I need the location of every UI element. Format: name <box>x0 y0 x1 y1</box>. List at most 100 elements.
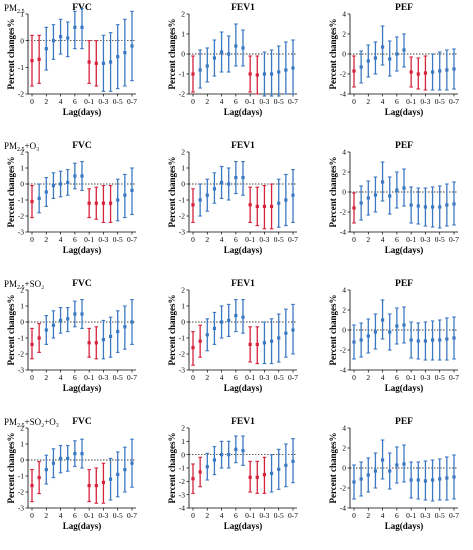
x-tick-label: 0 <box>30 373 34 382</box>
error-bar <box>445 49 449 91</box>
point-estimate <box>248 475 252 479</box>
point-estimate <box>277 336 281 340</box>
x-tick-label: 0-1 <box>245 235 255 244</box>
y-tick-label: -2 <box>18 350 24 359</box>
x-tick-label: 0-7 <box>127 373 137 382</box>
error-bar <box>445 183 449 227</box>
point-estimate <box>373 193 378 197</box>
point-estimate <box>452 475 456 479</box>
error-bar <box>234 161 238 195</box>
point-estimate <box>269 204 274 208</box>
panel-title: PEF <box>395 3 413 13</box>
row-label-subscript: 2.5 <box>17 9 25 15</box>
error-bar <box>80 161 84 191</box>
point-estimate <box>241 176 245 180</box>
x-tick-label: 6 <box>395 511 399 520</box>
point-estimate <box>37 57 41 61</box>
point-estimate <box>227 182 231 186</box>
point-estimate <box>380 180 385 184</box>
error-bar <box>387 452 392 490</box>
error-bar <box>80 8 84 50</box>
error-bar <box>430 320 435 361</box>
point-estimate <box>30 342 34 346</box>
point-estimate <box>44 328 48 332</box>
x-tick-label: 0 <box>30 235 34 244</box>
x-tick-label: 4 <box>59 373 63 382</box>
error-bar <box>291 169 295 223</box>
point-estimate <box>423 479 428 483</box>
point-estimate <box>30 484 34 488</box>
point-estimate <box>73 312 77 316</box>
error-bar <box>198 324 202 358</box>
x-tick-label: 2 <box>205 235 209 244</box>
error-bar <box>37 323 41 353</box>
error-bar <box>255 326 260 365</box>
point-estimate <box>198 198 202 202</box>
point-estimate <box>80 452 84 456</box>
point-estimate <box>37 196 41 200</box>
y-tick-label: 0 <box>20 318 24 327</box>
y-axis-label: Percent changes% <box>328 18 338 89</box>
y-tick-label: 4 <box>342 10 346 19</box>
error-bar <box>191 331 195 366</box>
x-tick-label: 6 <box>73 97 77 106</box>
point-estimate <box>80 312 84 316</box>
error-bar <box>130 10 134 82</box>
point-estimate <box>284 463 288 467</box>
x-tick-label: 0 <box>191 373 195 382</box>
y-tick-label: 4 <box>342 286 346 295</box>
error-bar <box>51 24 56 60</box>
panel-title: FVC <box>72 141 92 151</box>
x-tick-label: 6 <box>395 235 399 244</box>
point-estimate <box>255 475 259 479</box>
point-estimate <box>380 45 385 49</box>
point-estimate <box>123 325 127 329</box>
y-tick-label: -2 <box>18 488 24 497</box>
error-bar <box>248 460 252 493</box>
point-estimate <box>123 468 127 472</box>
panel-0-0: FVC -2 -1 0 1 Percent changes% 0 2 4 6 0-1 0-3 0-5 0-… <box>6 3 137 117</box>
point-estimate <box>198 68 202 72</box>
error-bar <box>123 18 127 87</box>
y-tick-label: 1 <box>181 437 185 446</box>
point-estimate <box>402 323 406 327</box>
panel-3-0: FVC -3 -2 -1 0 1 2 Percent changes% 0 2 4 6 0-1 0-3 0-… <box>6 417 137 531</box>
point-estimate <box>51 184 56 188</box>
x-tick-label: 0 <box>352 511 356 520</box>
x-tick-label: 0 <box>352 373 356 382</box>
error-bar <box>130 167 134 215</box>
error-bar <box>387 176 392 215</box>
point-estimate <box>255 73 259 77</box>
point-estimate <box>255 204 259 208</box>
point-estimate <box>430 478 435 482</box>
point-estimate <box>359 477 363 481</box>
x-tick-label: 2 <box>366 97 370 106</box>
y-tick-label: 2 <box>342 306 346 315</box>
y-tick-label: -2 <box>179 350 185 359</box>
error-bar <box>241 161 245 196</box>
error-bar <box>219 31 224 73</box>
error-bar <box>352 464 356 500</box>
x-tick-label: 0-5 <box>274 97 284 106</box>
point-estimate <box>87 201 91 205</box>
point-estimate <box>423 205 428 209</box>
error-bar <box>30 185 34 219</box>
x-tick-label: 4 <box>220 373 224 382</box>
point-estimate <box>430 338 435 342</box>
error-bar <box>366 318 371 354</box>
error-bar <box>395 171 399 209</box>
error-bar <box>395 36 399 72</box>
x-tick-label: 6 <box>395 373 399 382</box>
row-label-suffix: +SO₂ <box>25 279 45 289</box>
error-bar <box>409 321 413 359</box>
x-tick-label: 2 <box>205 97 209 106</box>
x-tick-label: 6 <box>73 511 77 520</box>
error-bar <box>409 461 413 499</box>
point-estimate <box>402 462 406 466</box>
point-estimate <box>409 478 413 482</box>
y-axis-label: Percent changes% <box>6 432 16 503</box>
point-estimate <box>198 339 202 343</box>
point-estimate <box>227 52 231 56</box>
point-estimate <box>116 55 120 59</box>
